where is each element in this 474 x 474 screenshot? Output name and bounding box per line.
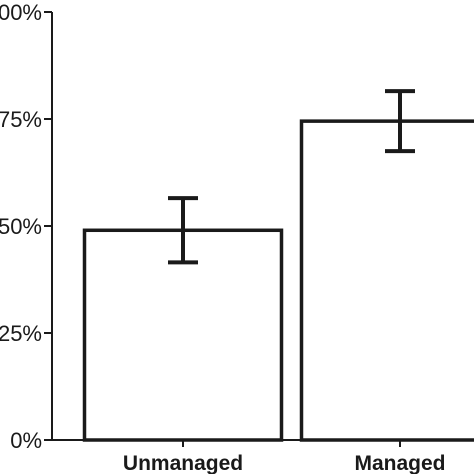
y-axis-ticks: 0% 25% 50% 75% 100% [0, 0, 52, 453]
y-tick-label: 50% [0, 214, 42, 239]
y-tick-label: 75% [0, 107, 42, 132]
y-tick-label: 100% [0, 0, 42, 25]
y-tick-label: 0% [10, 428, 42, 453]
y-tick-label: 25% [0, 321, 42, 346]
x-axis-labels: Unmanaged Managed [123, 440, 446, 474]
x-category-label: Unmanaged [123, 452, 243, 474]
bar-managed [299, 119, 474, 442]
error-bars-group [168, 89, 415, 265]
x-category-label: Managed [354, 452, 445, 474]
bars-group [82, 119, 474, 442]
bar-unmanaged [82, 228, 284, 442]
